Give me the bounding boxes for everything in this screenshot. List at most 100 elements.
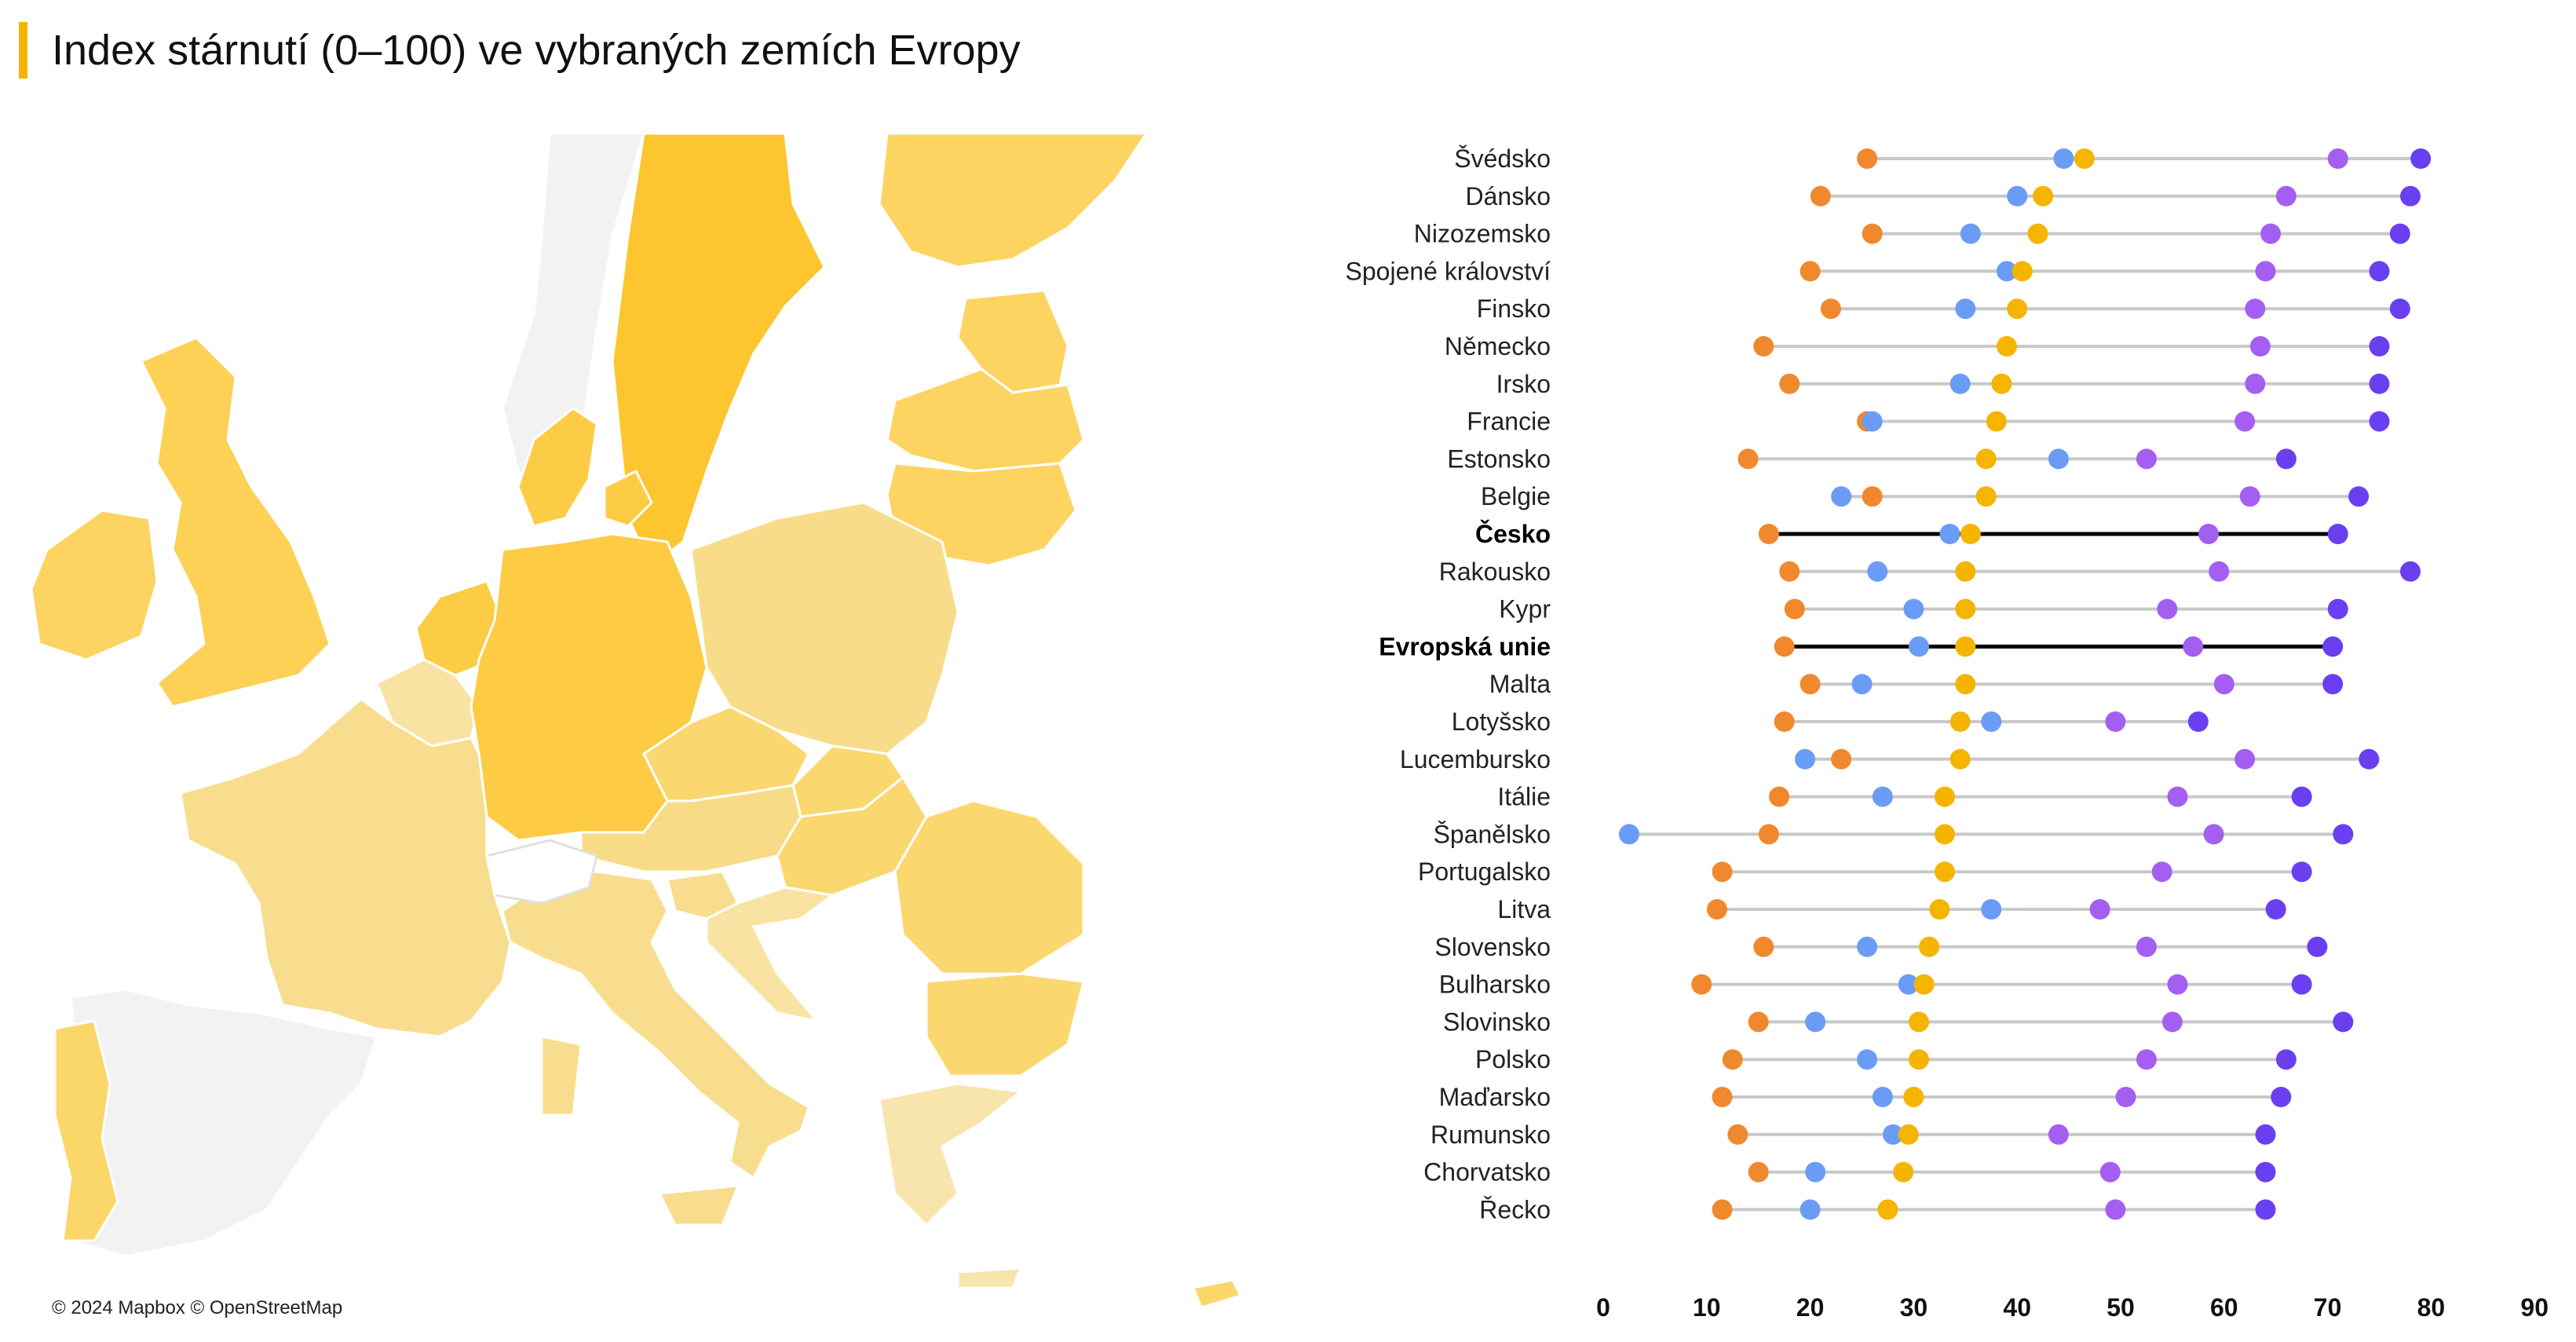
data-point-series-1 xyxy=(1862,223,1883,244)
category-label: Dánsko xyxy=(1466,182,1551,210)
title-accent-bar xyxy=(19,22,27,79)
data-point-series-3 xyxy=(2007,298,2028,320)
chart-row-irsko: Irsko xyxy=(1496,370,2390,398)
chart-row-lucembursko: Lucembursko xyxy=(1400,745,2380,773)
chart-row-lotyssko: Lotyšsko xyxy=(1452,708,2209,736)
data-point-series-1 xyxy=(1727,1124,1748,1145)
data-point-series-3 xyxy=(1949,748,1971,770)
data-point-series-4 xyxy=(2115,1087,2136,1107)
x-tick-label: 70 xyxy=(2314,1293,2342,1322)
data-point-series-2 xyxy=(1949,373,1971,394)
data-point-series-5 xyxy=(2255,1124,2276,1145)
data-point-series-4 xyxy=(2099,1161,2121,1183)
map-country-portugalsko xyxy=(53,1019,119,1242)
data-point-series-5 xyxy=(2275,448,2296,470)
map-country-bulharsko xyxy=(925,972,1085,1077)
category-label: Slovensko xyxy=(1434,933,1551,961)
data-point-series-2 xyxy=(1955,298,1976,320)
data-point-series-2 xyxy=(2048,448,2069,470)
category-label: Švédsko xyxy=(1454,144,1551,173)
data-point-series-3 xyxy=(1975,486,1997,507)
data-point-series-1 xyxy=(1831,748,1852,770)
page-title: Index stárnutí (0–100) ve vybraných zemí… xyxy=(52,27,1021,74)
data-point-series-2 xyxy=(2053,148,2074,169)
data-point-series-1 xyxy=(1857,148,1878,169)
data-point-series-4 xyxy=(2275,185,2296,207)
chart-row-spojene-kralovstvi: Spojené království xyxy=(1346,257,2390,285)
data-point-series-3 xyxy=(1919,936,1940,957)
data-point-series-1 xyxy=(1748,1161,1769,1183)
category-label: Portugalsko xyxy=(1418,857,1551,886)
chart-row-francie: Francie xyxy=(1467,408,2390,436)
chart-row-dansko: Dánsko xyxy=(1466,182,2421,210)
category-label: Lucembursko xyxy=(1400,745,1551,773)
data-point-series-3 xyxy=(1903,1087,1924,1107)
data-point-series-2 xyxy=(1908,636,1929,657)
category-label: Rumunsko xyxy=(1431,1121,1551,1149)
category-label: Španělsko xyxy=(1434,820,1551,848)
data-point-series-3 xyxy=(1997,336,2018,357)
data-point-series-4 xyxy=(2327,148,2348,169)
chart-row-evropska-unie: Evropská unie xyxy=(1379,632,2344,660)
data-point-series-5 xyxy=(2369,373,2390,394)
data-point-series-4 xyxy=(2249,336,2271,357)
map-country-rakousko xyxy=(579,784,802,873)
data-point-series-2 xyxy=(1862,411,1883,432)
chart-row-belgie: Belgie xyxy=(1481,482,2370,510)
data-point-series-4 xyxy=(2151,861,2172,883)
data-point-series-5 xyxy=(2322,636,2344,657)
category-label: Francie xyxy=(1467,408,1551,436)
x-tick-label: 40 xyxy=(2003,1293,2031,1322)
data-point-series-2 xyxy=(1903,598,1924,620)
category-label: Evropská unie xyxy=(1379,632,1551,660)
data-point-series-3 xyxy=(1955,561,1976,582)
data-point-series-1 xyxy=(1691,974,1712,995)
data-point-series-4 xyxy=(2136,448,2157,470)
chart-row-portugalsko: Portugalsko xyxy=(1418,857,2312,886)
data-point-series-4 xyxy=(2245,373,2266,394)
data-point-series-1 xyxy=(1862,486,1883,507)
data-point-series-5 xyxy=(2327,598,2348,620)
category-label: Polsko xyxy=(1475,1045,1551,1073)
data-point-series-3 xyxy=(1955,674,1976,695)
map-country-chorvatsko xyxy=(705,886,835,1023)
data-point-series-2 xyxy=(1960,223,1981,244)
data-point-series-1 xyxy=(1800,674,1821,695)
chart-row-bulharsko: Bulharsko xyxy=(1439,971,2312,999)
data-point-series-1 xyxy=(1737,448,1759,470)
data-point-series-1 xyxy=(1712,861,1733,883)
data-point-series-2 xyxy=(1831,486,1852,507)
data-point-series-2 xyxy=(1851,674,1873,695)
chart-row-nizozemsko: Nizozemsko xyxy=(1414,220,2410,248)
data-point-series-3 xyxy=(1934,786,1955,807)
data-point-series-1 xyxy=(1810,185,1831,207)
data-point-series-3 xyxy=(1929,899,1950,920)
europe-choropleth-map xyxy=(30,133,1243,1309)
data-point-series-1 xyxy=(1784,598,1805,620)
data-point-series-4 xyxy=(2136,1049,2157,1070)
data-point-series-4 xyxy=(2234,748,2256,770)
data-point-series-3 xyxy=(1893,1161,1914,1183)
data-point-series-2 xyxy=(1805,1161,1826,1183)
data-point-series-3 xyxy=(1975,448,1997,470)
data-point-series-3 xyxy=(2074,148,2095,169)
x-tick-label: 60 xyxy=(2210,1293,2238,1322)
category-label: Maďarsko xyxy=(1439,1083,1551,1111)
data-point-series-2 xyxy=(1867,561,1888,582)
data-point-series-5 xyxy=(2389,223,2410,244)
x-tick-label: 80 xyxy=(2417,1293,2446,1322)
data-point-series-2 xyxy=(1981,899,2002,920)
category-label: Malta xyxy=(1489,670,1551,698)
chart-row-litva: Litva xyxy=(1497,895,2286,923)
data-point-series-4 xyxy=(2209,561,2230,582)
data-point-series-4 xyxy=(2105,1199,2126,1220)
map-country-francie xyxy=(179,697,512,1038)
data-point-series-4 xyxy=(2136,936,2157,957)
chart-row-italie: Itálie xyxy=(1497,783,2312,811)
data-point-series-3 xyxy=(1986,411,2007,432)
data-point-series-2 xyxy=(1805,1011,1826,1033)
chart-row-madarsko: Maďarsko xyxy=(1439,1083,2292,1111)
x-tick-label: 30 xyxy=(1900,1293,1928,1322)
data-point-series-5 xyxy=(2327,524,2348,544)
data-point-series-3 xyxy=(2033,185,2054,207)
